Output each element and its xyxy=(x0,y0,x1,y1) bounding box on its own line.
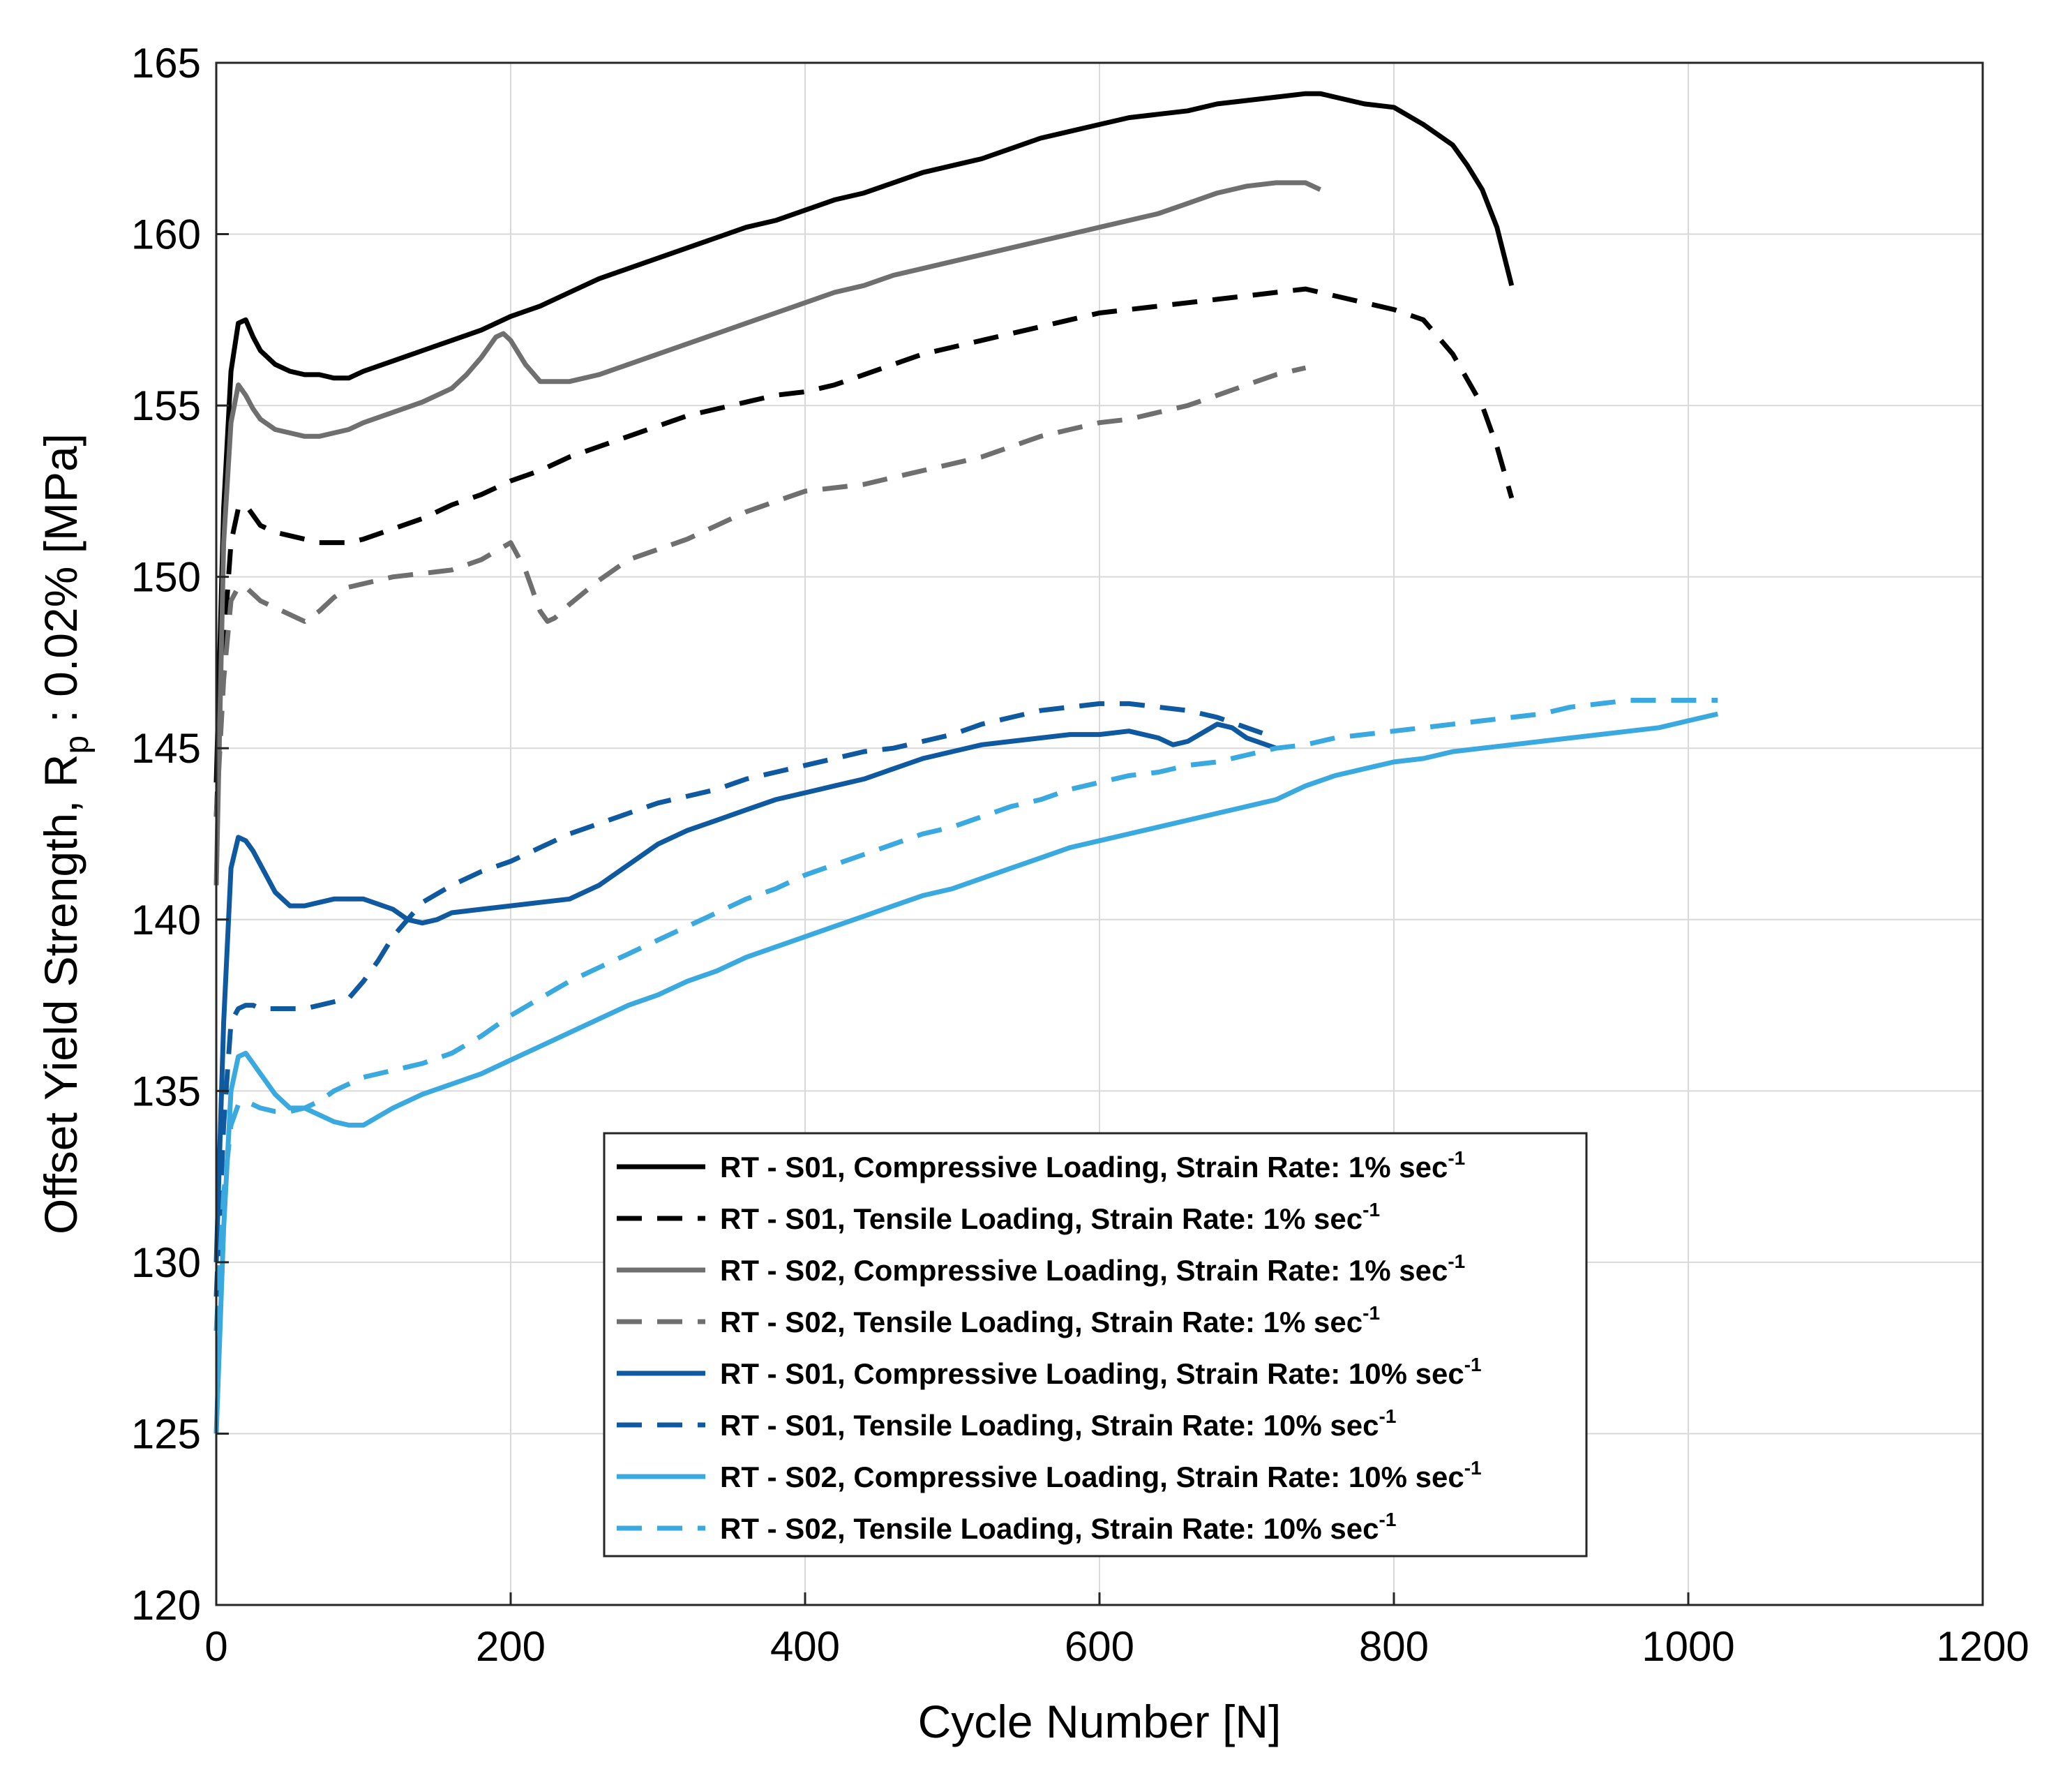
y-axis-title-suffix: : 0.02% [MPa] xyxy=(35,433,87,735)
legend-label-text: RT - S01, Tensile Loading, Strain Rate: … xyxy=(720,1202,1362,1235)
ticks: 0 200 400 600 800 1000 1200 120 125 130 135 140 145 1… xyxy=(131,40,2029,1670)
legend-label-superscript: -1 xyxy=(1362,1199,1380,1220)
legend-items: RT - S01, Compressive Loading, Strain Ra… xyxy=(617,1147,1482,1545)
x-tick-label: 400 xyxy=(770,1623,840,1670)
x-tick-label: 1200 xyxy=(1936,1623,2029,1670)
series-line-3 xyxy=(213,180,1321,886)
y-tick-label: 155 xyxy=(131,382,201,429)
series-line-6 xyxy=(213,701,1277,1297)
y-tick-label: 160 xyxy=(131,211,201,258)
x-tick-label: 200 xyxy=(476,1623,546,1670)
legend-label-7: RT - S02, Compressive Loading, Strain Ra… xyxy=(720,1457,1482,1493)
series-line-5 xyxy=(213,722,1277,1263)
x-tick-label: 600 xyxy=(1065,1623,1134,1670)
legend-label-superscript: -1 xyxy=(1448,1250,1465,1272)
legend-label-superscript: -1 xyxy=(1464,1354,1482,1375)
legend-label-text: RT - S02, Compressive Loading, Strain Ra… xyxy=(720,1254,1448,1287)
legend-label-text: RT - S01, Tensile Loading, Strain Rate: … xyxy=(720,1409,1379,1442)
y-axis-title-subscript: p xyxy=(59,735,96,754)
x-tick-label: 1000 xyxy=(1642,1623,1734,1670)
legend: RT - S01, Compressive Loading, Strain Ra… xyxy=(603,1132,1588,1558)
legend-label-1: RT - S01, Compressive Loading, Strain Ra… xyxy=(720,1147,1465,1183)
series-line-4 xyxy=(213,365,1307,817)
legend-label-superscript: -1 xyxy=(1448,1147,1465,1169)
y-axis-title-prefix: Offset Yield Strength, R xyxy=(35,754,87,1235)
series-line-2 xyxy=(213,286,1515,817)
series-line-1 xyxy=(213,91,1515,783)
legend-label-8: RT - S02, Tensile Loading, Strain Rate: … xyxy=(720,1509,1396,1545)
y-tick-label: 130 xyxy=(131,1239,201,1286)
y-tick-label: 150 xyxy=(131,554,201,601)
legend-label-text: RT - S02, Tensile Loading, Strain Rate: … xyxy=(720,1306,1362,1338)
legend-label-superscript: -1 xyxy=(1464,1457,1482,1479)
y-tick-label: 140 xyxy=(131,897,201,943)
legend-label-2: RT - S01, Tensile Loading, Strain Rate: … xyxy=(720,1199,1380,1235)
x-axis-title: Cycle Number [N] xyxy=(918,1696,1282,1747)
legend-label-text: RT - S02, Tensile Loading, Strain Rate: … xyxy=(720,1512,1379,1545)
legend-label-6: RT - S01, Tensile Loading, Strain Rate: … xyxy=(720,1405,1396,1442)
y-tick-label: 145 xyxy=(131,725,201,772)
y-tick-label: 120 xyxy=(131,1582,201,1629)
legend-label-3: RT - S02, Compressive Loading, Strain Ra… xyxy=(720,1250,1465,1287)
legend-label-text: RT - S01, Compressive Loading, Strain Ra… xyxy=(720,1151,1448,1183)
legend-label-superscript: -1 xyxy=(1379,1405,1397,1427)
y-tick-label: 125 xyxy=(131,1410,201,1457)
series-layer xyxy=(213,91,1718,1434)
legend-label-text: RT - S02, Compressive Loading, Strain Ra… xyxy=(720,1461,1464,1493)
legend-box xyxy=(603,1132,1588,1558)
legend-label-text: RT - S01, Compressive Loading, Strain Ra… xyxy=(720,1357,1464,1390)
series-line-7 xyxy=(213,711,1718,1434)
legend-label-superscript: -1 xyxy=(1362,1302,1380,1324)
legend-label-superscript: -1 xyxy=(1379,1509,1397,1530)
y-axis-title: Offset Yield Strength, Rp : 0.02% [MPa] xyxy=(35,433,96,1234)
series-line-8 xyxy=(213,698,1718,1331)
legend-label-5: RT - S01, Compressive Loading, Strain Ra… xyxy=(720,1354,1482,1390)
y-tick-label: 135 xyxy=(131,1068,201,1114)
y-tick-label: 165 xyxy=(131,40,201,87)
legend-label-4: RT - S02, Tensile Loading, Strain Rate: … xyxy=(720,1302,1380,1338)
x-tick-label: 0 xyxy=(204,1623,227,1670)
x-tick-label: 800 xyxy=(1359,1623,1429,1670)
